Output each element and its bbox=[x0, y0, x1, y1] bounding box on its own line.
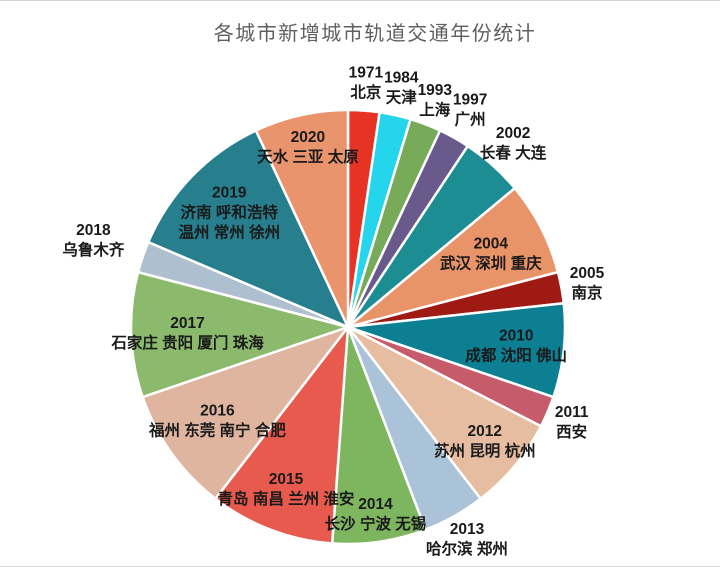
slice-label-2005-line-1: 2005 bbox=[570, 265, 605, 282]
slice-label-2013-line-2: 哈尔滨 郑州 bbox=[426, 539, 508, 558]
chart-title: 各城市新增城市轨道交通年份统计 bbox=[213, 23, 537, 45]
pie-slice-2017[interactable] bbox=[129, 270, 350, 399]
slice-label-1984-line-2: 天津 bbox=[386, 89, 418, 107]
slice-label-2019-line-1: 2019 bbox=[212, 185, 247, 202]
slice-label-2018-line-2: 乌鲁木齐 bbox=[62, 240, 125, 259]
slice-label-2017-line-2: 石家庄 贵阳 厦门 珠海 bbox=[110, 333, 264, 352]
slice-label-1971-line-2: 北京 bbox=[350, 82, 381, 101]
slice-label-2018-line-1: 2018 bbox=[76, 222, 111, 239]
top-border-line bbox=[0, 0, 720, 1]
slice-label-2010-line-2: 成都 沈阳 佛山 bbox=[465, 346, 567, 365]
slice-label-2012-line-1: 2012 bbox=[468, 423, 502, 440]
pie-slice-2020[interactable] bbox=[254, 108, 350, 329]
slice-label-2015-line-2: 青岛 南昌 兰州 淮安 bbox=[218, 489, 355, 508]
slice-label-1984-line-1: 1984 bbox=[384, 70, 419, 87]
slice-label-2020-line-1: 2020 bbox=[291, 129, 325, 146]
slice-label-2019-line-3: 温州 常州 徐州 bbox=[178, 223, 280, 242]
slice-label-2017-line-1: 2017 bbox=[170, 315, 204, 332]
slice-label-1971-line-1: 1971 bbox=[349, 64, 384, 81]
slice-label-2019-line-2: 济南 呼和浩特 bbox=[181, 203, 279, 222]
slice-label-2014-line-1: 2014 bbox=[358, 496, 393, 513]
slice-label-2016-line-2: 福州 东莞 南宁 合肥 bbox=[148, 420, 286, 439]
pie-slice-2015[interactable] bbox=[214, 325, 350, 545]
slice-label-2010-line-1: 2010 bbox=[499, 328, 533, 345]
slice-label-2020-line-2: 天水 三亚 太原 bbox=[257, 147, 359, 166]
slice-label-2013-line-1: 2013 bbox=[450, 521, 485, 538]
pie-slice-2019[interactable] bbox=[147, 129, 350, 329]
slice-label-2004-line-2: 武汉 深圳 重庆 bbox=[440, 254, 542, 273]
slice-label-2016-line-1: 2016 bbox=[200, 402, 235, 419]
slice-label-2012-line-2: 苏州 昆明 杭州 bbox=[434, 441, 536, 460]
slice-label-2005-line-2: 南京 bbox=[571, 283, 602, 302]
slice-label-1997-line-1: 1997 bbox=[453, 91, 487, 108]
slice-label-2002-line-2: 长春 大连 bbox=[480, 143, 547, 162]
slice-label-2011-line-1: 2011 bbox=[555, 404, 589, 421]
pie-slice-2016[interactable] bbox=[141, 325, 350, 500]
slice-label-1993-line-1: 1993 bbox=[418, 82, 453, 99]
slice-label-1997-line-2: 广州 bbox=[455, 109, 486, 128]
slice-label-2004-line-1: 2004 bbox=[474, 236, 509, 253]
slice-label-1993-line-2: 上海 bbox=[419, 100, 451, 119]
slice-label-2015-line-1: 2015 bbox=[269, 471, 304, 488]
slice-label-2011-line-2: 西安 bbox=[556, 422, 587, 441]
slice-label-2014-line-2: 长沙 宁波 无锡 bbox=[325, 514, 427, 533]
slice-label-2002-line-1: 2002 bbox=[496, 125, 530, 142]
